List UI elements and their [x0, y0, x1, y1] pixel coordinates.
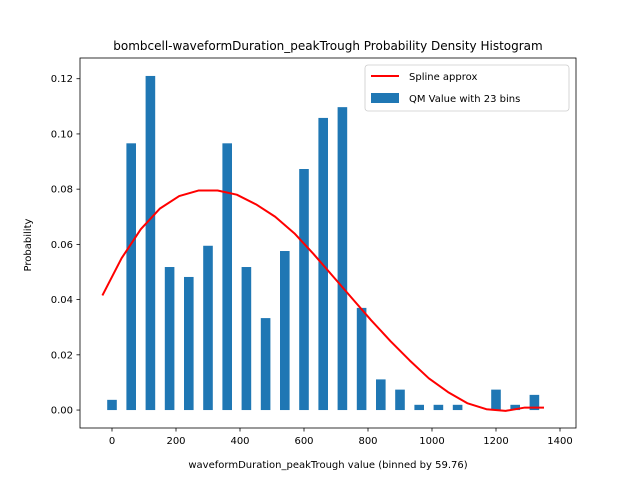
- legend-box: [364, 64, 570, 112]
- histogram-bar: [376, 379, 386, 411]
- chart-title: bombcell-waveformDuration_peakTrough Pro…: [113, 39, 542, 53]
- y-tick-label: 0.00: [51, 406, 73, 417]
- x-axis-label: waveformDuration_peakTrough value (binne…: [188, 460, 467, 471]
- histogram-bar: [145, 75, 156, 411]
- histogram-bar: [222, 143, 232, 411]
- legend: Spline approx QM Value with 23 bins: [364, 64, 570, 112]
- histogram-bar: [491, 389, 501, 411]
- histogram-bar: [395, 389, 405, 411]
- x-axis: 0 200 400 600 800 1000 1200 1400: [109, 428, 573, 447]
- histogram-bar: [107, 399, 117, 411]
- y-tick-label: 0.08: [51, 185, 73, 196]
- y-tick-label: 0.10: [51, 129, 73, 140]
- histogram-bar: [241, 267, 252, 411]
- histogram-bar: [203, 245, 213, 411]
- histogram-bar: [510, 404, 520, 411]
- y-axis-label: Probability: [23, 218, 34, 271]
- histogram-bar: [452, 404, 463, 411]
- histogram-bar: [164, 267, 175, 411]
- x-tick-label: 400: [230, 436, 249, 447]
- x-tick-label: 200: [166, 436, 185, 447]
- histogram-bar: [356, 307, 367, 411]
- x-tick-label: 1200: [483, 436, 508, 447]
- histogram-bar: [280, 251, 290, 411]
- x-tick-label: 1000: [419, 436, 444, 447]
- x-tick-label: 800: [358, 436, 377, 447]
- legend-bar-swatch: [371, 93, 399, 103]
- y-tick-label: 0.12: [51, 74, 73, 85]
- legend-label-spline: Spline approx: [409, 72, 477, 83]
- axes-frame: [79, 57, 577, 429]
- legend-label-bars: QM Value with 23 bins: [409, 94, 520, 105]
- histogram-bar: [126, 143, 136, 411]
- histogram-bar: [337, 107, 348, 411]
- plot-area: [101, 75, 544, 412]
- spline-line: [101, 189, 544, 412]
- histogram-bar: [184, 276, 194, 411]
- y-axis: 0.00 0.02 0.04 0.06 0.08 0.10 0.12: [51, 74, 80, 417]
- x-tick-label: 600: [294, 436, 313, 447]
- y-tick-label: 0.04: [51, 295, 73, 306]
- histogram-bar: [414, 404, 424, 411]
- histogram-bar: [299, 169, 309, 411]
- x-tick-label: 1400: [547, 436, 572, 447]
- x-tick-label: 0: [109, 436, 115, 447]
- histogram-bar: [529, 394, 540, 411]
- histogram-bar: [260, 318, 271, 411]
- y-tick-label: 0.02: [51, 350, 73, 361]
- histogram-bar: [433, 404, 444, 411]
- y-tick-label: 0.06: [51, 240, 73, 251]
